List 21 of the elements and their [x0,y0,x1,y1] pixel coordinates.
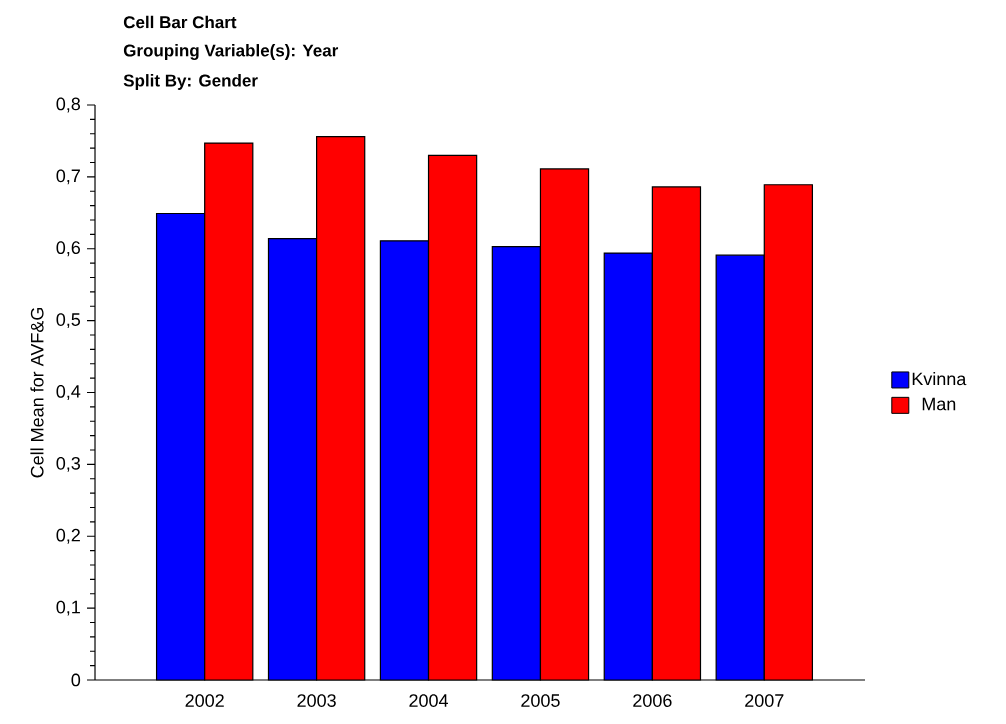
y-tick-label: 0,2 [56,528,80,544]
y-tick-label: 0 [71,673,81,687]
text: Split By: Gender [123,74,258,90]
x-tick-label: 2003 [297,694,336,707]
x-tick-label: 2006 [633,694,672,707]
x-tick-label: 2005 [521,694,560,707]
y-tick-label: 0,8 [56,97,81,113]
y-tick-label: 0,1 [56,600,80,616]
legend-label: Kvinna [912,372,967,386]
chart-subtitle: Grouping Variable(s): Year [123,44,339,60]
y-tick-label: 0,3 [56,456,81,472]
y-tick-label: 0,4 [56,385,81,400]
y-tick-label: 0,6 [56,241,81,257]
legend-label: Man [922,397,956,411]
y-tick-label: 0,5 [56,313,81,329]
chart-title: Cell Bar Chart [123,15,237,29]
x-tick-label: 2007 [745,694,784,707]
y-axis-title: Cell Mean for AVF&G [30,307,44,478]
y-tick-label: 0,7 [56,169,80,185]
x-tick-label: 2004 [409,694,449,707]
x-tick-label: 2002 [185,694,224,707]
